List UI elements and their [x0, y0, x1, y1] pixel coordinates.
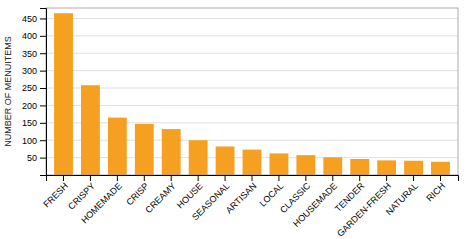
- bar: [243, 150, 262, 175]
- y-axis-line: [40, 9, 47, 176]
- grid-line: [46, 35, 458, 36]
- chart-svg: FRESHCRISPYHOMEMADECRISPCREAMYHOUSESEASO…: [0, 0, 468, 239]
- bar: [108, 118, 127, 175]
- bar: [81, 85, 100, 175]
- y-axis-title: NUMBER OF MENUITEMS: [3, 36, 13, 147]
- grid-line: [46, 53, 458, 54]
- y-tick-label: 200: [22, 101, 37, 111]
- y-tick-label: 400: [22, 31, 37, 41]
- x-tick-mark: [386, 175, 387, 181]
- bar: [135, 124, 154, 175]
- y-tick: 50: [27, 153, 46, 163]
- x-tick: SEASONAL: [190, 175, 231, 222]
- y-tick-label: 350: [22, 49, 37, 59]
- x-tick-mark: [278, 175, 279, 181]
- y-tick-mark: [40, 71, 46, 72]
- y-tick-mark: [40, 105, 46, 106]
- x-tick-mark: [225, 175, 226, 181]
- x-tick-label: HOUSEMADE: [291, 181, 339, 229]
- y-tick-label: 100: [22, 136, 37, 146]
- bar: [323, 157, 342, 175]
- y-tick-mark: [40, 123, 46, 124]
- y-tick-label: 300: [22, 66, 37, 76]
- y-axis: 50 100 150 200 250 300 350 400 450: [22, 9, 47, 176]
- y-tick: 300: [22, 66, 46, 76]
- x-tick: CREAMY: [143, 175, 177, 215]
- x-tick-mark: [90, 175, 91, 181]
- x-tick-mark: [144, 175, 145, 181]
- plot-frame: [46, 8, 458, 175]
- x-axis-line: [47, 176, 459, 182]
- x-tick: CRISP: [124, 175, 151, 207]
- x-tick-label: SEASONAL: [190, 181, 231, 222]
- bar: [54, 13, 73, 175]
- y-tick: 350: [22, 49, 46, 59]
- y-tick-mark: [40, 53, 46, 54]
- bars: [54, 13, 450, 175]
- grid-line: [46, 122, 458, 123]
- bar: [216, 146, 235, 175]
- bar: [431, 162, 450, 175]
- bar: [270, 153, 289, 175]
- y-tick: 250: [22, 83, 46, 93]
- x-tick-mark: [171, 175, 172, 181]
- x-tick-mark: [359, 175, 360, 181]
- y-tick-mark: [40, 140, 46, 141]
- x-tick-mark: [305, 175, 306, 181]
- x-tick: HOMEMADE: [79, 175, 124, 225]
- x-tick: NATURAL: [384, 175, 420, 217]
- x-tick-label: RICH: [424, 181, 447, 204]
- x-tick-mark: [413, 175, 414, 181]
- grid-line: [46, 140, 458, 141]
- x-tick-mark: [252, 175, 253, 181]
- x-tick: HOUSEMADE: [291, 175, 339, 229]
- grid: [46, 18, 458, 157]
- x-tick-mark: [117, 175, 118, 181]
- grid-line: [46, 105, 458, 106]
- grid-line: [46, 18, 458, 19]
- y-tick-mark: [40, 18, 46, 19]
- bar: [350, 159, 369, 175]
- y-tick: 200: [22, 101, 46, 111]
- bar: [296, 155, 315, 175]
- bar: [377, 160, 396, 175]
- x-tick: GARDEN-FRESH: [335, 175, 393, 239]
- y-tick: 150: [22, 118, 46, 128]
- y-tick-mark: [40, 88, 46, 89]
- bar: [162, 129, 181, 175]
- y-tick: 450: [22, 14, 46, 24]
- x-tick-label: ARTISAN: [224, 181, 259, 216]
- plot-area: FRESHCRISPYHOMEMADECRISPCREAMYHOUSESEASO…: [22, 8, 459, 239]
- y-tick-mark: [40, 158, 46, 159]
- x-axis: FRESHCRISPYHOMEMADECRISPCREAMYHOUSESEASO…: [41, 175, 458, 239]
- y-tick: 400: [22, 31, 46, 41]
- bar: [189, 140, 208, 175]
- y-tick-mark: [40, 36, 46, 37]
- x-tick-mark: [198, 175, 199, 181]
- grid-line: [46, 70, 458, 71]
- x-tick-mark: [63, 175, 64, 181]
- x-tick: ARTISAN: [224, 175, 259, 215]
- y-tick-label: 450: [22, 14, 37, 24]
- x-tick-mark: [332, 175, 333, 181]
- x-tick-label: NATURAL: [384, 181, 420, 217]
- x-tick-label: HOMEMADE: [79, 181, 124, 226]
- y-tick-label: 150: [22, 118, 37, 128]
- x-tick: RICH: [424, 175, 447, 203]
- y-tick: 100: [22, 136, 46, 146]
- y-tick-label: 250: [22, 83, 37, 93]
- y-tick-label: 50: [27, 153, 37, 163]
- bar: [404, 161, 423, 175]
- x-tick-label: CREAMY: [143, 181, 177, 215]
- x-tick-mark: [440, 175, 441, 181]
- grid-line: [46, 88, 458, 89]
